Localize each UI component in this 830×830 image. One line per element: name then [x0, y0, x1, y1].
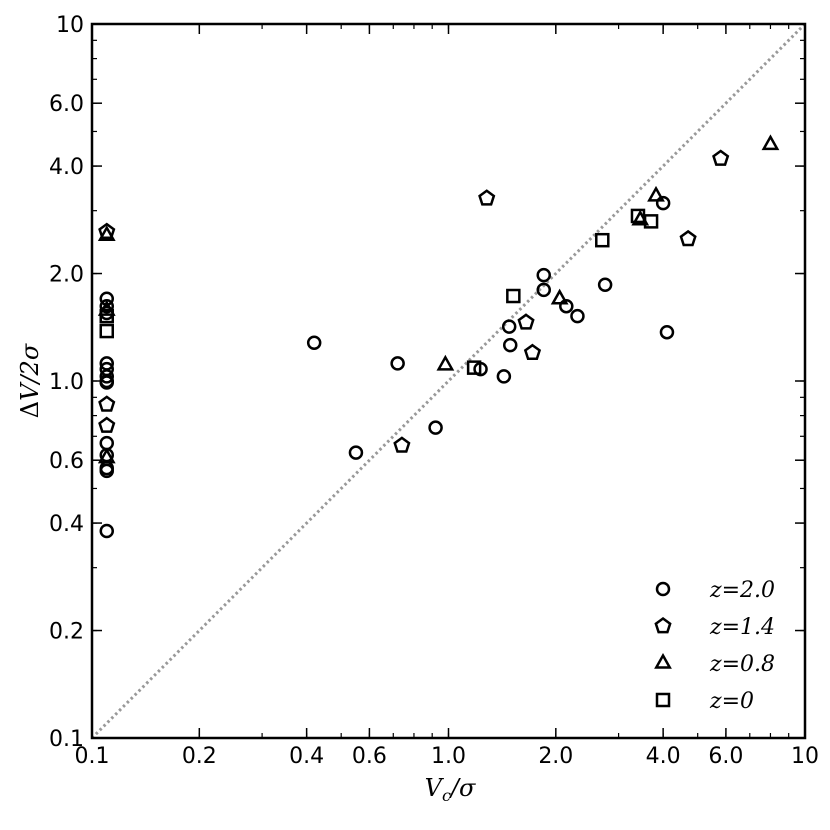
- point-square: [99, 308, 115, 324]
- point-pentagon: [478, 189, 496, 206]
- point-circle: [99, 356, 115, 371]
- y-tick-label: 0.1: [49, 727, 84, 752]
- legend: z=2.0 z=1.4 z=0.8 z=0: [654, 578, 775, 714]
- point-pentagon: [393, 436, 411, 453]
- point-circle: [496, 369, 512, 384]
- y-tick-label: 0.4: [49, 512, 84, 537]
- point-circle: [428, 420, 443, 435]
- point-circle: [597, 277, 613, 293]
- point-pentagon: [98, 395, 116, 412]
- legend-label: z=0.8: [709, 652, 775, 677]
- y-axis-title: ΔV/2σ: [16, 343, 44, 418]
- x-tick-label: 0.2: [182, 744, 217, 769]
- x-tick-label: 0.1: [75, 744, 110, 769]
- y-tick-label: 0.6: [49, 449, 84, 474]
- point-circle: [659, 324, 675, 340]
- point-circle: [390, 356, 405, 371]
- point-circle: [536, 267, 551, 283]
- point-circle: [501, 319, 517, 334]
- point-circle: [559, 298, 574, 314]
- point-square: [643, 214, 659, 229]
- y-tick-label: 10: [56, 13, 84, 38]
- x-tick-label: 6.0: [708, 744, 743, 769]
- point-triangle: [647, 185, 665, 202]
- legend-marker-triangle: [654, 652, 672, 669]
- y-tick-label: 1.0: [49, 370, 84, 395]
- legend-marker-square: [655, 692, 671, 708]
- y-tick-labels: 0.1 0.2 0.4 0.6 1.0 2.0 4.0 6.0 10: [49, 13, 84, 752]
- legend-label: z=0: [709, 689, 754, 714]
- point-triangle: [550, 288, 569, 305]
- x-tick-label: 1.0: [431, 744, 466, 769]
- point-square: [466, 360, 482, 375]
- x-tick-labels: 0.1 0.2 0.4 0.6 1.0 2.0 4.0 6.0 10: [75, 744, 820, 769]
- legend-marker-circle: [655, 581, 671, 597]
- x-tick-label: 0.6: [352, 744, 387, 769]
- point-pentagon: [679, 229, 697, 247]
- x-tick-label: 2.0: [538, 744, 573, 769]
- point-pentagon: [523, 343, 542, 361]
- point-triangle: [97, 300, 116, 316]
- point-circle: [536, 282, 551, 298]
- point-pentagon: [517, 313, 535, 330]
- y-tick-label: 0.2: [49, 620, 84, 645]
- point-triangle: [97, 447, 116, 464]
- point-circle: [99, 361, 115, 377]
- plot-background: [92, 24, 805, 738]
- data-points: [97, 134, 780, 539]
- point-square: [506, 288, 521, 304]
- legend-label: z=1.4: [709, 615, 775, 640]
- point-pentagon: [98, 222, 116, 239]
- x-axis-title: Vc/σ: [425, 774, 476, 805]
- x-tick-label: 10: [791, 744, 819, 769]
- y-tick-label: 2.0: [49, 263, 84, 288]
- point-pentagon: [712, 149, 730, 166]
- point-triangle: [436, 354, 455, 371]
- point-square: [595, 232, 610, 248]
- y-tick-label: 4.0: [49, 155, 84, 180]
- legend-marker-pentagon: [654, 616, 672, 634]
- point-circle: [99, 523, 115, 539]
- plot-frame: [90, 22, 807, 740]
- x-tick-label: 4.0: [646, 744, 681, 769]
- point-triangle: [97, 225, 116, 242]
- point-circle: [570, 308, 585, 324]
- y-tick-label: 6.0: [49, 92, 84, 117]
- legend-label: z=2.0: [709, 578, 775, 603]
- point-square: [99, 323, 115, 339]
- x-tick-label: 0.4: [289, 744, 324, 769]
- point-triangle: [761, 134, 780, 151]
- point-pentagon: [98, 416, 116, 433]
- point-circle: [348, 445, 364, 460]
- point-circle: [306, 335, 322, 350]
- point-circle: [655, 195, 671, 211]
- point-circle: [502, 337, 518, 353]
